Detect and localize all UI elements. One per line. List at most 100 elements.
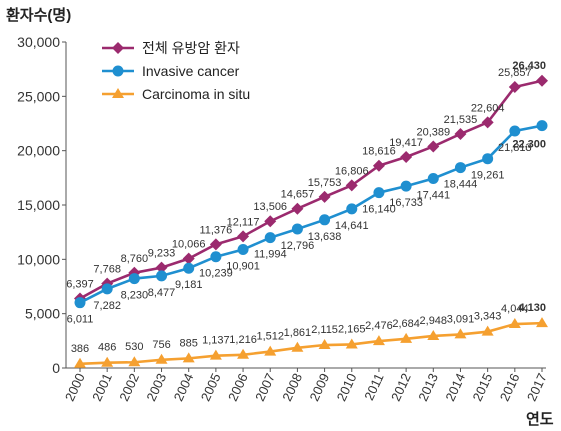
x-tick-label: 2011 (361, 371, 386, 403)
y-tick-label: 15,000 (17, 197, 60, 213)
data-label: 18,444 (444, 179, 478, 191)
y-tick-label: 10,000 (17, 251, 60, 267)
data-point (481, 116, 494, 129)
data-point (427, 329, 440, 340)
data-point (155, 353, 168, 364)
data-point (373, 187, 385, 199)
data-label: 22,300 (512, 139, 546, 151)
x-tick-label: 2005 (198, 371, 224, 404)
data-point (101, 356, 114, 367)
data-point (128, 356, 141, 367)
x-tick-label: 2000 (62, 371, 88, 404)
x-axis-title: 연도 (526, 411, 554, 428)
x-tick-label: 2014 (442, 371, 468, 404)
data-point (74, 357, 86, 368)
x-tick-label: 2007 (252, 371, 278, 404)
data-point (346, 203, 358, 215)
data-point (372, 159, 385, 172)
data-point (400, 151, 413, 164)
data-label: 7,768 (93, 264, 121, 276)
x-tick-label: 2002 (116, 371, 142, 404)
series-2 (79, 321, 543, 366)
data-point (400, 332, 413, 343)
y-tick-label: 5,000 (25, 306, 60, 322)
data-label: 16,733 (389, 197, 423, 209)
data-label: 14,641 (335, 220, 369, 232)
x-tick-label: 2012 (388, 371, 414, 404)
data-label: 9,233 (148, 248, 176, 260)
data-point (427, 172, 439, 184)
data-point (291, 202, 304, 215)
data-point (237, 244, 249, 256)
x-tick-label: 2016 (497, 371, 523, 404)
data-label: 10,239 (199, 268, 233, 280)
data-label: 13,506 (253, 201, 287, 213)
data-point (128, 273, 140, 285)
data-point (182, 252, 195, 265)
data-point (508, 81, 521, 94)
data-label: 4,044 (501, 303, 529, 315)
data-label: 20,389 (416, 126, 450, 138)
x-tick-label: 2003 (143, 371, 169, 404)
data-label: 530 (125, 341, 143, 353)
series-line (79, 124, 543, 304)
x-tick-label: 2006 (225, 371, 251, 404)
data-point (237, 348, 250, 359)
data-label: 7,282 (93, 300, 121, 312)
y-tick-label: 0 (52, 360, 60, 376)
data-point (209, 238, 222, 251)
data-point (183, 262, 195, 274)
data-point (427, 140, 440, 153)
data-point (536, 74, 548, 87)
data-point (508, 318, 521, 329)
data-label: 14,657 (281, 189, 315, 201)
data-label: 11,994 (254, 249, 287, 261)
data-point (291, 341, 304, 352)
data-label: 26,430 (512, 60, 546, 72)
data-label: 2,684 (392, 318, 420, 330)
data-label: 1,137 (202, 335, 230, 347)
data-label: 2,115 (311, 324, 338, 336)
x-tick-label: 2015 (470, 371, 496, 404)
data-label: 885 (180, 337, 198, 349)
data-point (536, 120, 548, 132)
data-point (372, 335, 385, 346)
data-label: 10,066 (172, 239, 206, 251)
x-tick-label: 2008 (279, 371, 305, 404)
data-point (318, 339, 331, 350)
data-label: 3,343 (474, 311, 502, 323)
data-label: 15,753 (308, 177, 342, 189)
data-label: 9,181 (175, 279, 203, 291)
data-point (182, 352, 195, 363)
data-point (345, 179, 358, 192)
x-tick-label: 2010 (334, 371, 360, 404)
data-label: 6,397 (66, 278, 94, 290)
data-point (319, 214, 331, 226)
data-label: 10,901 (226, 261, 260, 273)
data-point (209, 349, 222, 360)
data-point (264, 345, 277, 356)
data-point (210, 251, 222, 263)
data-point (291, 223, 303, 235)
data-label: 16,806 (335, 165, 369, 177)
data-label: 386 (71, 343, 89, 355)
data-point (318, 190, 331, 203)
data-point (454, 328, 467, 339)
legend-label: Invasive cancer (142, 63, 240, 79)
data-label: 4,130 (518, 302, 546, 314)
data-label: 486 (98, 342, 116, 354)
y-axis-title: 환자수(명) (6, 6, 71, 24)
y-tick-label: 30,000 (17, 34, 60, 50)
data-label: 12,796 (281, 240, 315, 252)
data-label: 19,417 (389, 137, 423, 149)
data-label: 2,948 (420, 315, 448, 327)
data-point (237, 230, 250, 243)
x-tick-label: 2013 (415, 371, 441, 404)
data-label: 2,476 (365, 320, 393, 332)
x-tick-label: 2017 (524, 371, 550, 404)
data-point (74, 297, 86, 309)
data-label: 2,165 (338, 323, 366, 335)
legend-marker (112, 88, 124, 98)
legend-label: Carcinoma in situ (142, 86, 250, 102)
x-tick-label: 2004 (171, 371, 197, 404)
